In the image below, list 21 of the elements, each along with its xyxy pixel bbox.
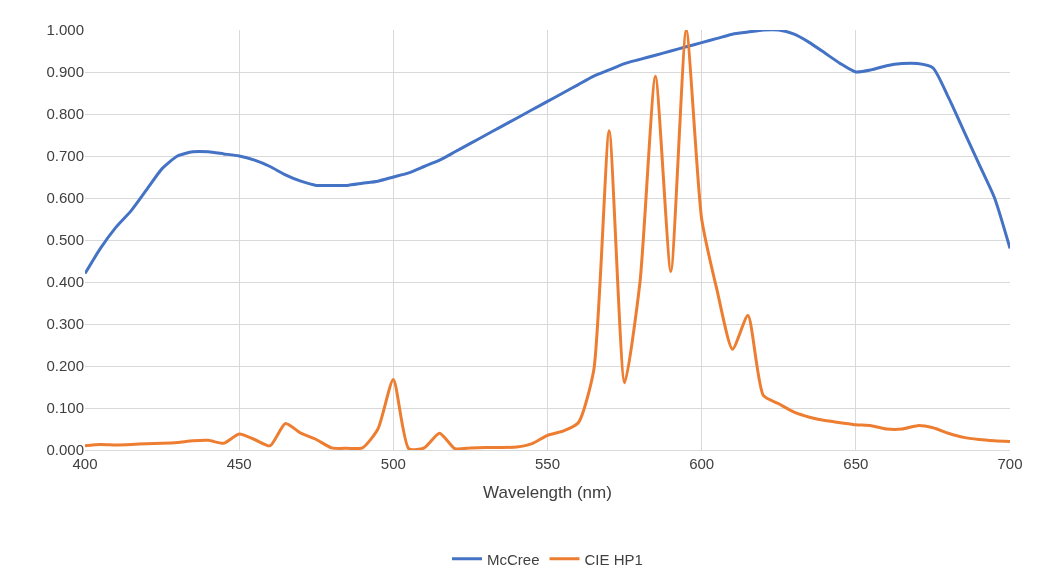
line-series [85, 30, 1010, 450]
x-tick-label: 700 [997, 455, 1023, 472]
x-tick-label: 550 [534, 455, 561, 472]
x-tick-label: 450 [226, 455, 252, 472]
y-tick-label: 0.900 [46, 63, 84, 81]
x-tick-label: 650 [843, 455, 869, 472]
y-tick-label: 0.400 [46, 273, 84, 291]
y-tick-label: 1.000 [46, 21, 84, 39]
legend-label: McCree [487, 550, 540, 568]
x-tick-label: 600 [689, 455, 715, 472]
y-tick-label: 0.300 [46, 315, 84, 333]
y-tick-label: 0.700 [46, 147, 84, 165]
legend-label: CIE HP1 [584, 550, 643, 568]
y-tick-label: 0.600 [46, 189, 84, 207]
y-tick-label: 0.500 [46, 231, 84, 249]
y-tick-label: 0.200 [46, 357, 84, 375]
x-tick-label: 500 [380, 455, 406, 472]
y-tick-label: 0.800 [46, 105, 84, 123]
x-axis-title: Wavelength (nm) [483, 483, 612, 503]
line-series [85, 30, 1010, 276]
y-tick-label: 0.100 [46, 399, 84, 417]
